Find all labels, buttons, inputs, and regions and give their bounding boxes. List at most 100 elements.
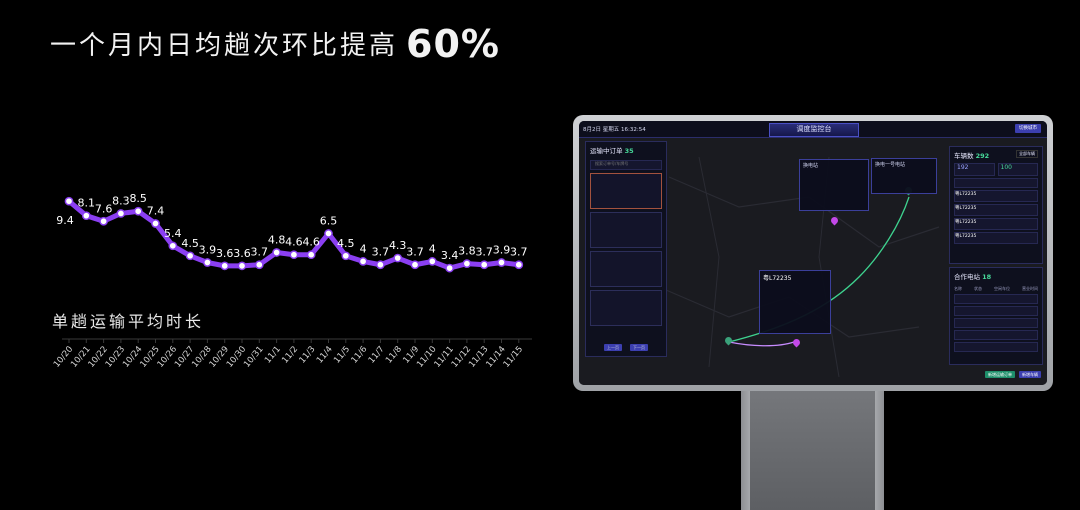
data-label: 4.3 (389, 239, 407, 252)
station-row[interactable] (954, 330, 1038, 340)
order-search-placeholder: 搜索订单号/车牌号 (595, 161, 629, 166)
station-row[interactable] (954, 306, 1038, 316)
data-label: 4 (429, 242, 436, 255)
data-label: 3.8 (458, 245, 476, 258)
station-row[interactable] (954, 318, 1038, 328)
orders-label: 运输中订单 (590, 147, 623, 155)
data-point (220, 261, 230, 271)
stations-table-header: 名称 状态 空闲车位 营业时间 (954, 286, 1038, 292)
order-card[interactable] (590, 173, 662, 209)
data-point (81, 211, 91, 221)
data-point (358, 257, 368, 266)
station-popup: 换电一号电站 (871, 158, 937, 194)
data-label: 8.5 (129, 192, 147, 205)
order-card[interactable] (590, 290, 662, 326)
headline-highlight: 60% (406, 22, 500, 66)
orders-next-button[interactable]: 下一页 (630, 344, 648, 351)
vehicles-panel: 车辆数 292 全部车辆 192 100 粤L72235 粤L72235 粤L7… (949, 146, 1043, 264)
data-label: 8.3 (112, 194, 129, 207)
data-point (254, 260, 264, 270)
vehicle-search-input[interactable] (954, 178, 1038, 188)
data-point (427, 257, 437, 266)
col-header: 空闲车位 (994, 286, 1010, 291)
data-point (479, 260, 489, 270)
data-label: 4 (360, 242, 367, 255)
data-point (133, 206, 143, 216)
data-point (324, 229, 333, 238)
data-label: 7.6 (95, 202, 113, 215)
data-point (151, 219, 160, 228)
data-label: 4.8 (268, 233, 286, 246)
data-label: 4.6 (302, 236, 320, 249)
data-point (203, 258, 212, 267)
data-label: 3.9 (493, 244, 511, 257)
x-tick-label: 11/8 (384, 345, 404, 366)
data-point (168, 241, 178, 251)
col-header: 营业时间 (1022, 286, 1038, 291)
data-point (341, 251, 351, 261)
data-label: 3.7 (372, 246, 390, 259)
chart-title: 单趟运输平均时长 (52, 312, 205, 331)
data-label: 7.4 (147, 204, 165, 217)
x-tick-label: 10/31 (242, 345, 265, 370)
data-label: 9.4 (56, 214, 74, 227)
x-tick-label: 11/4 (315, 345, 335, 366)
data-label: 6.5 (320, 215, 338, 228)
data-point (393, 253, 403, 263)
data-point (116, 209, 126, 218)
vehicle-row[interactable]: 粤L72235 (954, 218, 1038, 230)
vehicle-filter-select[interactable]: 全部车辆 (1016, 150, 1038, 158)
headline-text: 一个月内日均趟次环比提高 (50, 31, 399, 61)
vehicle-row[interactable]: 粤L72235 (954, 204, 1038, 216)
data-point (410, 260, 420, 270)
new-vehicle-button[interactable]: 新增车辆 (1019, 371, 1041, 378)
display-frame: 换电站 换电一号电站 粤L72235 8月2日 星期五 16:32:54 调度监… (573, 115, 1053, 391)
dispatch-dashboard-screen: 换电站 换电一号电站 粤L72235 8月2日 星期五 16:32:54 调度监… (579, 121, 1047, 385)
data-label: 4.5 (181, 237, 199, 250)
order-search-input[interactable]: 搜索订单号/车牌号 (590, 160, 662, 170)
x-tick-label: 11/2 (280, 345, 300, 366)
x-tick-label: 11/1 (263, 345, 283, 366)
orders-prev-button[interactable]: 上一页 (604, 344, 622, 351)
data-label: 3.7 (406, 246, 424, 259)
data-label: 3.7 (251, 246, 268, 259)
data-label: 3.7 (475, 246, 493, 259)
vehicles-count: 292 (975, 152, 990, 160)
order-card[interactable] (590, 212, 662, 248)
data-label: 3.9 (199, 244, 217, 257)
stations-label: 合作电站 (954, 273, 980, 281)
x-tick-label: 11/3 (298, 345, 318, 366)
stations-panel: 合作电站 18 名称 状态 空闲车位 营业时间 (949, 267, 1043, 365)
station-row[interactable] (954, 342, 1038, 352)
order-card[interactable] (590, 251, 662, 287)
data-label: 5.4 (164, 227, 182, 240)
vehicle-row[interactable]: 粤L72235 (954, 190, 1038, 202)
data-point (376, 260, 385, 270)
data-label: 3.4 (441, 249, 459, 262)
vehicle-stat: 192 (954, 163, 995, 176)
vehicle-row[interactable]: 粤L72235 (954, 232, 1038, 244)
x-tick-label: 11/5 (332, 345, 352, 366)
stations-count: 18 (982, 273, 992, 281)
data-label: 3.7 (510, 246, 528, 259)
vehicles-label: 车辆数 (954, 152, 974, 160)
data-label: 8.1 (78, 197, 96, 210)
data-point (514, 260, 524, 270)
vehicle-stat: 100 (997, 163, 1038, 176)
col-header: 状态 (974, 286, 982, 291)
dashboard-topbar: 8月2日 星期五 16:32:54 调度监控台 切换城市 (579, 121, 1047, 138)
switch-city-button[interactable]: 切换城市 (1015, 124, 1041, 133)
data-point (237, 261, 247, 271)
data-point (462, 259, 472, 268)
dashboard-title: 调度监控台 (769, 123, 859, 137)
data-point (185, 251, 195, 261)
orders-panel: 运输中订单 35 搜索订单号/车牌号 上一页 下一页 (585, 141, 667, 357)
datetime: 8月2日 星期五 16:32:54 (583, 127, 646, 133)
station-row[interactable] (954, 294, 1038, 304)
data-point (306, 250, 316, 260)
data-point (64, 196, 74, 206)
trip-duration-line-chart: 9.48.1 7.68.3 8.57.45.44.53.9 3.6 3.6 3.74.8 4… (52, 192, 532, 370)
headline: 一个月内日均趟次环比提高 60% (50, 22, 500, 66)
data-label: 3.6 (216, 247, 234, 260)
new-order-button[interactable]: 新增运输订单 (985, 371, 1015, 378)
